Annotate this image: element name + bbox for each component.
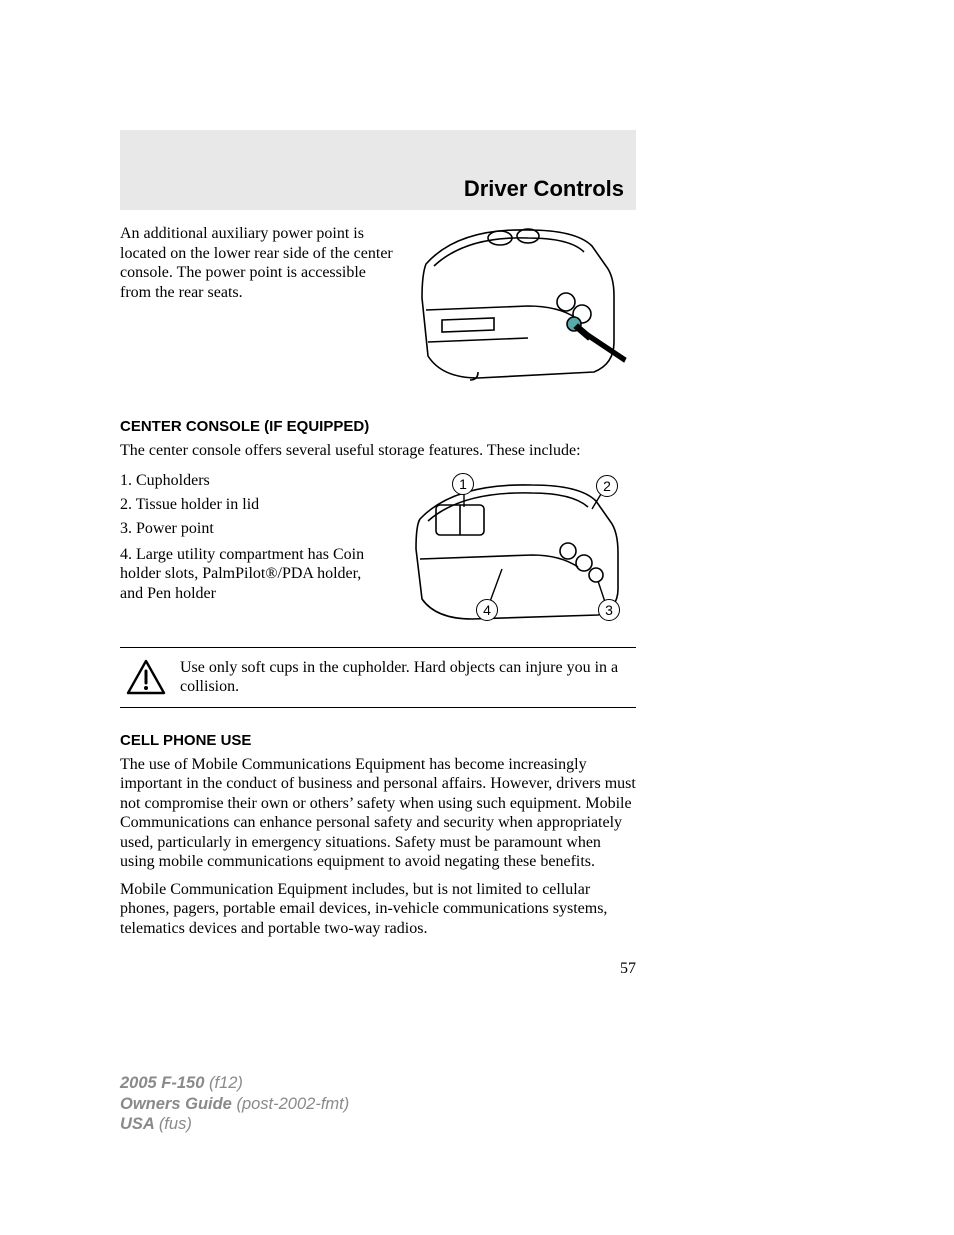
console-list-block: 1. Cupholders 2. Tissue holder in lid 3.… <box>120 469 636 627</box>
page-title: Driver Controls <box>464 176 624 202</box>
intro-text: An additional auxiliary power point is l… <box>120 224 394 392</box>
warning-text: Use only soft cups in the cupholder. Har… <box>180 658 630 697</box>
section-heading-console: CENTER CONSOLE (IF EQUIPPED) <box>120 418 636 435</box>
cellphone-p2: Mobile Communication Equipment includes,… <box>120 880 636 939</box>
footer-code2: (post-2002-fmt) <box>236 1095 349 1113</box>
list-item: 4. Large utility compartment has Coin ho… <box>120 545 378 604</box>
console-rear-illustration <box>408 224 636 392</box>
footer-region: USA <box>120 1115 159 1133</box>
callout-1: 1 <box>452 473 474 495</box>
section1-lead: The center console offers several useful… <box>120 441 636 461</box>
list-item: 2. Tissue holder in lid <box>120 493 378 517</box>
warning-box: Use only soft cups in the cupholder. Har… <box>120 647 636 708</box>
manual-page: Driver Controls An additional auxiliary … <box>0 0 954 1235</box>
list-item: 3. Power point <box>120 517 378 541</box>
warning-icon <box>126 659 166 695</box>
section-heading-cellphone: CELL PHONE USE <box>120 732 636 749</box>
page-number: 57 <box>620 960 636 978</box>
cellphone-p1: The use of Mobile Communications Equipme… <box>120 755 636 872</box>
footer-code3: (fus) <box>159 1115 192 1133</box>
intro-block: An additional auxiliary power point is l… <box>120 224 636 392</box>
callout-4: 4 <box>476 599 498 621</box>
footer-guide: Owners Guide <box>120 1095 236 1113</box>
callout-3: 3 <box>598 599 620 621</box>
console-list: 1. Cupholders 2. Tissue holder in lid 3.… <box>120 469 378 627</box>
console-labeled-illustration: 1 2 3 4 <box>392 469 636 627</box>
list-item: 1. Cupholders <box>120 469 378 493</box>
footer-model: 2005 F-150 <box>120 1074 209 1092</box>
content-area: An additional auxiliary power point is l… <box>120 224 636 970</box>
footer-block: 2005 F-150 (f12) Owners Guide (post-2002… <box>120 1073 349 1135</box>
callout-2: 2 <box>596 475 618 497</box>
footer-code1: (f12) <box>209 1074 243 1092</box>
